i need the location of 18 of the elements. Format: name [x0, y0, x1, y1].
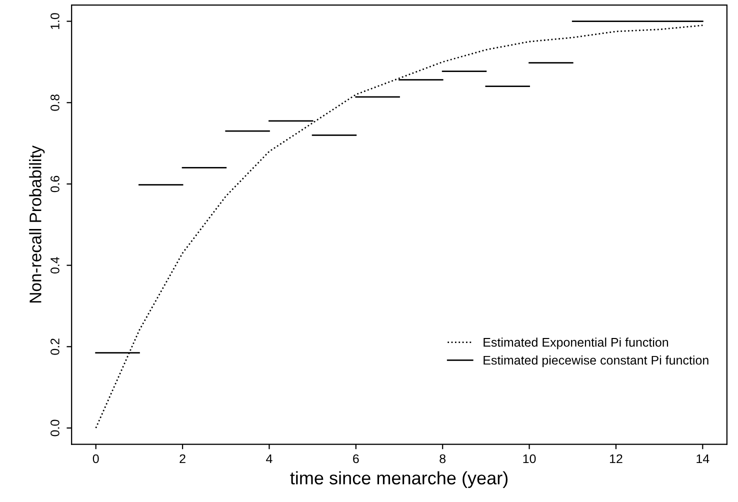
x-tick-label: 12 — [610, 454, 622, 464]
y-tick-label: 0.2 — [50, 338, 60, 355]
y-tick-label: 1.0 — [50, 13, 60, 30]
x-tick-label: 10 — [523, 454, 536, 464]
legend-label: Estimated Exponential Pi function — [484, 338, 668, 350]
x-tick-label: 2 — [180, 454, 186, 464]
x-tick-label: 0 — [92, 454, 99, 464]
y-axis-title: Non-recall Probability — [29, 145, 45, 302]
x-tick-label: 6 — [353, 454, 359, 464]
x-tick-label: 8 — [440, 454, 446, 464]
y-tick-label: 0.0 — [50, 420, 60, 436]
legend-label: Estimated piecewise constant Pi function — [484, 355, 708, 368]
y-tick-label: 0.6 — [50, 176, 60, 192]
x-axis-title: time since menarche (year) — [290, 471, 508, 488]
x-tick-label: 14 — [696, 454, 710, 464]
x-tick-label: 4 — [266, 454, 272, 464]
y-tick-label: 0.8 — [50, 94, 60, 111]
y-tick-label: 0.4 — [50, 256, 60, 274]
